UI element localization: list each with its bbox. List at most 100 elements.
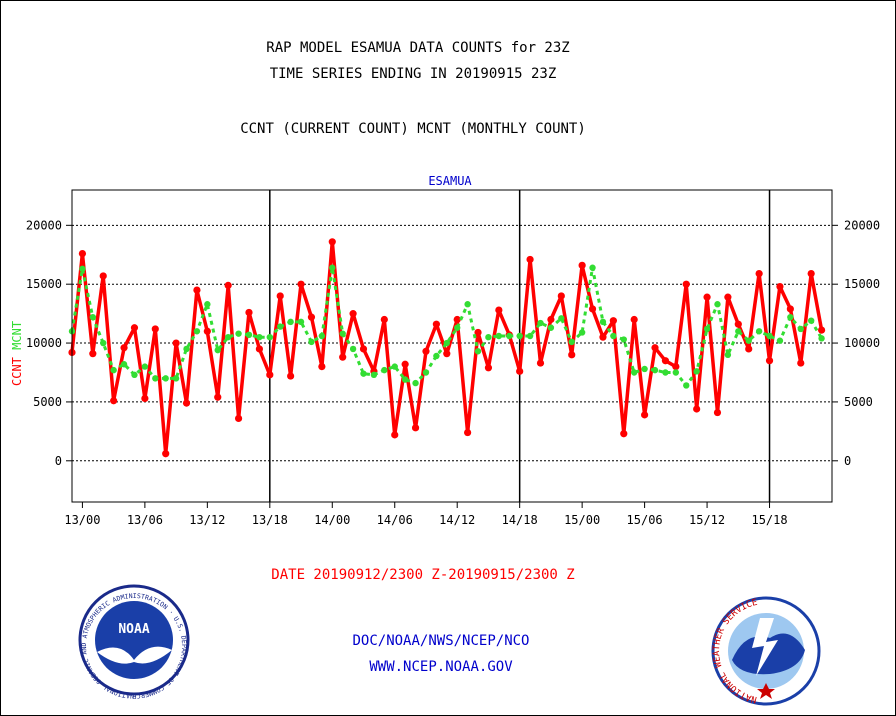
data-point-mcnt (329, 264, 336, 271)
data-point-ccnt (620, 430, 628, 438)
header-line2: TIME SERIES ENDING IN 20190915 23Z (270, 66, 557, 82)
data-point-mcnt (277, 323, 284, 330)
data-point-mcnt (485, 333, 492, 341)
data-point-mcnt (589, 264, 596, 271)
data-point-ccnt (245, 308, 253, 317)
data-point-ccnt (266, 371, 274, 379)
data-point-ccnt (318, 363, 326, 371)
data-point-ccnt (432, 320, 440, 328)
data-point-ccnt (703, 293, 711, 301)
data-point-mcnt (506, 332, 513, 340)
y-ticks-right: 0 5000 10000 15000 20000 (832, 218, 880, 468)
data-point-ccnt (89, 350, 97, 358)
y-tick-label: 15000 (26, 277, 62, 291)
data-point-mcnt (412, 379, 419, 387)
x-ticks: 13/00 13/06 13/12 13/18 14/00 14/06 14/12 14/18… (64, 502, 788, 527)
data-point-mcnt (558, 315, 565, 322)
data-point-mcnt (162, 375, 169, 382)
x-tick-label: 13/18 (252, 513, 288, 527)
data-point-mcnt (287, 318, 294, 326)
data-point-mcnt (100, 339, 107, 347)
data-point-mcnt (755, 328, 763, 335)
data-point-mcnt (266, 333, 274, 341)
data-point-mcnt (464, 301, 471, 308)
data-point-ccnt (255, 345, 263, 353)
data-point-mcnt (360, 370, 367, 377)
data-point-mcnt (662, 369, 669, 376)
x-tick-label: 14/06 (377, 513, 413, 527)
data-point-mcnt (703, 325, 711, 333)
data-point-mcnt (120, 361, 128, 368)
data-point-ccnt (734, 320, 742, 328)
data-point-ccnt (568, 351, 576, 359)
x-tick-label: 13/00 (64, 513, 100, 527)
data-point-ccnt (224, 281, 232, 289)
data-point-ccnt (817, 326, 826, 334)
data-point-ccnt (380, 315, 388, 324)
grid-lines (72, 224, 832, 462)
x-tick-label: 14/12 (439, 513, 475, 527)
data-point-mcnt (110, 366, 117, 374)
data-point-mcnt (297, 318, 305, 326)
data-point-mcnt (204, 301, 211, 308)
data-point-mcnt (620, 336, 627, 343)
data-point-ccnt (162, 450, 170, 458)
data-point-ccnt (287, 372, 295, 380)
data-point-mcnt (454, 324, 461, 331)
data-point-mcnt (131, 371, 138, 379)
data-point-mcnt (745, 337, 752, 344)
gull-icon (97, 646, 172, 664)
data-point-ccnt (807, 269, 815, 278)
data-point-ccnt (141, 394, 149, 402)
data-point-mcnt (651, 366, 659, 374)
data-point-ccnt (203, 327, 211, 335)
data-point-ccnt (599, 333, 607, 341)
x-tick-label: 15/00 (564, 513, 600, 527)
data-point-mcnt (235, 330, 242, 337)
data-point-mcnt (79, 265, 86, 273)
data-point-ccnt (682, 280, 690, 288)
data-point-mcnt (724, 351, 732, 359)
data-point-mcnt (610, 332, 617, 340)
data-point-mcnt (443, 339, 450, 347)
data-point-mcnt (224, 333, 232, 341)
data-point-ccnt (651, 344, 659, 352)
data-point-ccnt (641, 411, 649, 419)
chart-title: ESAMUA (428, 174, 472, 188)
noaa-logo-text: NOAA (118, 622, 149, 637)
data-point-mcnt (578, 329, 586, 336)
data-point-mcnt (474, 348, 482, 355)
data-point-ccnt (443, 350, 451, 358)
y-tick-label: 10000 (844, 336, 880, 350)
data-point-ccnt (328, 238, 336, 246)
data-point-ccnt (182, 399, 191, 407)
header-line1: RAP MODEL ESAMUA DATA COUNTS for 23Z (266, 40, 569, 56)
data-point-ccnt (786, 305, 794, 313)
data-point-ccnt (130, 324, 139, 332)
nws-logo: NATIONAL WEATHER SERVICE (711, 596, 821, 706)
x-tick-label: 13/12 (189, 513, 225, 527)
data-point-ccnt (401, 360, 409, 368)
data-point-mcnt (568, 338, 575, 346)
data-point-mcnt (381, 366, 388, 374)
date-range: DATE 20190912/2300 Z-20190915/2300 Z (271, 567, 574, 583)
data-point-ccnt (276, 292, 284, 300)
data-point-mcnt (526, 332, 534, 340)
data-point-ccnt (516, 367, 524, 375)
data-point-mcnt (516, 332, 523, 340)
data-point-ccnt (214, 393, 222, 401)
day-boundary-lines (269, 190, 771, 502)
data-point-mcnt (89, 313, 97, 321)
data-point-mcnt (776, 337, 784, 344)
data-point-ccnt (339, 353, 347, 361)
data-point-ccnt (578, 261, 586, 269)
data-point-ccnt (349, 310, 357, 318)
data-point-ccnt (557, 292, 565, 300)
data-point-mcnt (537, 319, 544, 327)
x-tick-label: 14/18 (502, 513, 538, 527)
data-point-mcnt (495, 332, 503, 340)
data-point-mcnt (370, 371, 378, 379)
data-point-ccnt (745, 345, 753, 353)
